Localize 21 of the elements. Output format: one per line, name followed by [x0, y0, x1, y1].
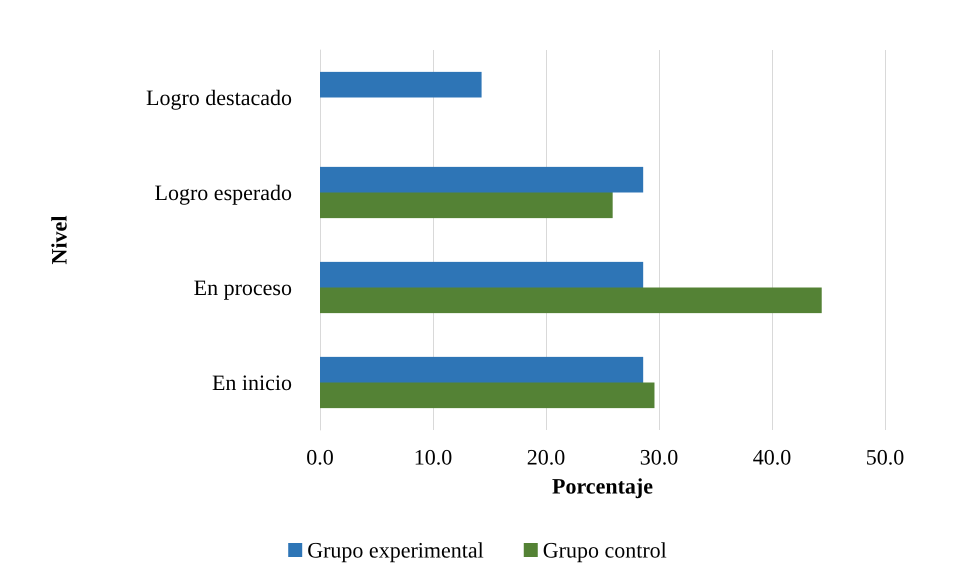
x-tick-label: 40.0: [752, 444, 792, 470]
y-axis-title: Nivel: [46, 216, 72, 264]
bar: [320, 166, 644, 192]
bar: [320, 382, 654, 408]
x-tick-label: 20.0: [526, 444, 566, 470]
x-tick-label: 30.0: [640, 444, 678, 470]
bar: [320, 262, 644, 288]
bar: [320, 356, 644, 382]
bar: [320, 192, 613, 218]
bar: [320, 288, 822, 314]
x-tick-label: 0.0: [306, 444, 334, 470]
bar: [320, 72, 482, 98]
y-tick-label: En proceso: [194, 275, 292, 300]
y-tick-label: En inicio: [212, 370, 292, 395]
legend-label: Grupo experimental: [307, 538, 484, 562]
y-tick-label: Logro esperado: [154, 180, 292, 205]
legend-label: Grupo control: [542, 538, 667, 562]
x-tick-label: 10.0: [414, 444, 452, 470]
x-axis-title: Porcentaje: [552, 474, 654, 498]
y-tick-label: Logro destacado: [146, 85, 292, 110]
x-tick-label: 50.0: [866, 444, 904, 470]
